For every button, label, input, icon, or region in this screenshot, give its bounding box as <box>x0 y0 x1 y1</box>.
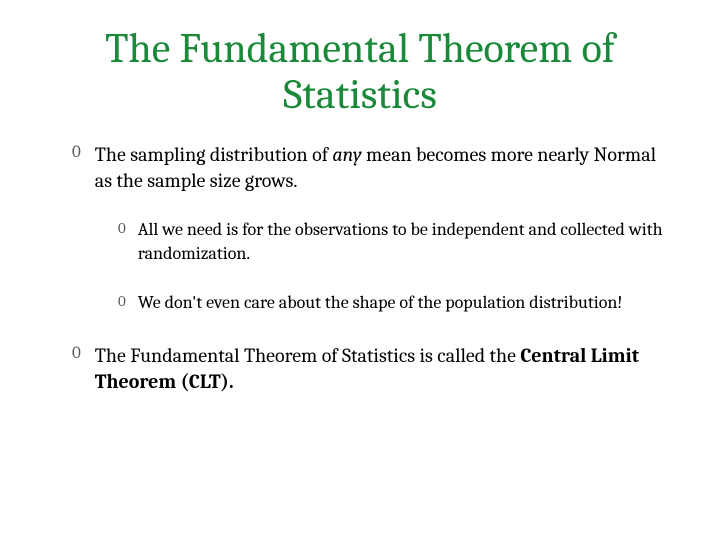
bullet-text: We don't even care about the shape of th… <box>138 291 623 314</box>
bullet-text: The Fundamental Theorem of Statistics is… <box>95 343 672 395</box>
list-item: 0 The Fundamental Theorem of Statistics … <box>72 343 672 395</box>
text-segment: The Fundamental Theorem of Statistics is… <box>95 344 521 367</box>
list-item: 0 The sampling distribution of any mean … <box>72 142 672 194</box>
bullet-marker: 0 <box>118 291 126 311</box>
bullet-text: All we need is for the observations to b… <box>138 218 672 265</box>
bullet-text: The sampling distribution of any mean be… <box>95 142 672 194</box>
slide-title: The Fundamental Theorem of Statistics <box>48 26 672 118</box>
text-segment: The sampling distribution of <box>95 143 333 166</box>
bullet-list: 0 The sampling distribution of any mean … <box>48 142 672 394</box>
slide-container: The Fundamental Theorem of Statistics 0 … <box>0 0 720 540</box>
text-italic: any <box>332 143 361 166</box>
list-item: 0 All we need is for the observations to… <box>118 218 672 265</box>
bullet-marker: 0 <box>72 142 81 165</box>
list-item: 0 We don't even care about the shape of … <box>118 291 672 314</box>
bullet-marker: 0 <box>72 343 81 366</box>
bullet-marker: 0 <box>118 218 126 238</box>
